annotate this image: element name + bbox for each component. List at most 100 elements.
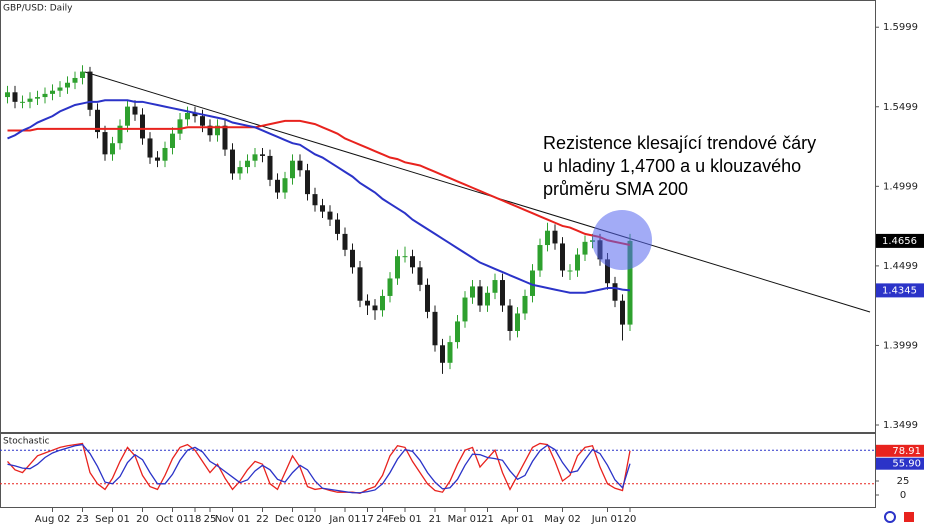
- candle-body: [192, 112, 198, 117]
- candle-body: [387, 278, 393, 296]
- candle-body: [110, 143, 115, 155]
- x-tick-label: 20: [136, 514, 149, 525]
- x-tick-label: 20: [624, 514, 637, 525]
- stochastic-marker: [876, 444, 924, 457]
- y-tick-label: 1.4499: [883, 261, 918, 272]
- candle-body: [560, 243, 565, 271]
- candle-body: [320, 205, 325, 212]
- x-tick-label: Jan 01: [328, 514, 360, 525]
- candle-body: [230, 149, 235, 174]
- candle-body: [245, 160, 250, 168]
- candle-body: [147, 138, 153, 158]
- candle-body: [170, 133, 175, 148]
- candle-body: [42, 93, 48, 98]
- candle-body: [5, 92, 10, 98]
- candle-body: [455, 321, 460, 343]
- price-marker: [876, 233, 924, 248]
- icon[interactable]: [884, 511, 896, 523]
- stochastic-line: [7, 442, 631, 494]
- stochastic-line: [7, 443, 631, 494]
- x-tick-label: 20: [309, 514, 322, 525]
- candle-body: [215, 125, 220, 136]
- x-tick-label: Nov 01: [215, 514, 250, 525]
- candle-body: [372, 305, 378, 311]
- x-tick-label: Mar 01: [448, 514, 483, 525]
- annotation-line: u hladiny 1,4700 a u klouzavého: [543, 156, 801, 176]
- candle-body: [627, 240, 633, 325]
- candle-body: [282, 178, 288, 193]
- candle-body: [185, 112, 190, 120]
- candle-body: [462, 297, 468, 322]
- highlight-circle: [592, 210, 652, 270]
- x-tick-label: Sep 01: [95, 514, 130, 525]
- candle-body: [440, 345, 445, 363]
- x-tick-label: 17: [361, 514, 374, 525]
- x-tick-label: 18: [189, 514, 202, 525]
- candle-body: [335, 219, 340, 234]
- candle-body: [395, 256, 400, 279]
- candle-body: [410, 256, 415, 268]
- y-tick-label: 1.3499: [883, 420, 918, 431]
- candle-body: [177, 119, 183, 134]
- candle-body: [87, 71, 93, 110]
- x-tick-label: Aug 02: [35, 514, 70, 525]
- candle-body: [140, 114, 145, 139]
- candle-body: [312, 194, 318, 206]
- candle-body: [200, 116, 205, 126]
- candle-body: [275, 179, 280, 193]
- candle-body: [530, 270, 535, 296]
- title-bg: [1, 1, 67, 14]
- candle-body: [80, 71, 85, 78]
- candle-body: [50, 90, 55, 94]
- x-tick-label: Feb 01: [388, 514, 422, 525]
- candle-body: [432, 311, 438, 346]
- candle-body: [612, 283, 618, 301]
- candle-body: [477, 286, 483, 306]
- candle-body: [252, 154, 258, 161]
- candle-body: [515, 313, 520, 331]
- moving-average: [7, 99, 631, 294]
- candle-body: [605, 259, 610, 284]
- candle-body: [470, 286, 475, 298]
- x-tick-label: Dec 01: [275, 514, 310, 525]
- candle-body: [365, 300, 370, 306]
- x-tick-label: May 02: [544, 514, 581, 525]
- candle-body: [35, 97, 40, 99]
- corner-icons: [884, 511, 914, 523]
- candle-body: [207, 125, 213, 136]
- candle-body: [72, 77, 78, 83]
- y-tick-label: 1.4999: [883, 181, 918, 192]
- candle-body: [27, 98, 33, 102]
- price-panel: [0, 0, 876, 433]
- candle-body: [327, 211, 333, 220]
- x-tick-label: 21: [481, 514, 494, 525]
- x-tick-label: 25: [204, 514, 217, 525]
- y-tick-label: 1.5499: [883, 102, 918, 113]
- candle-body: [350, 249, 355, 268]
- y-tick-label: 0: [900, 490, 906, 501]
- candle-body: [485, 292, 490, 306]
- stochastic-marker-label: 55.90: [892, 459, 921, 470]
- candle-body: [537, 245, 543, 271]
- stochastic-panel: [0, 433, 876, 508]
- x-tick-label: Oct 01: [156, 514, 189, 525]
- x-tick-label: 22: [256, 514, 269, 525]
- x-tick-label: Apr 01: [501, 514, 534, 525]
- candle-body: [132, 106, 138, 115]
- candle-body: [260, 154, 265, 156]
- candle-body: [500, 280, 505, 306]
- candle-body: [267, 155, 273, 180]
- candle-body: [582, 241, 588, 255]
- price-marker: [876, 283, 924, 298]
- candle-body: [20, 101, 25, 103]
- y-tick-label: 25: [897, 476, 910, 487]
- candle-body: [290, 160, 295, 179]
- candle-body: [380, 295, 385, 311]
- candle-body: [305, 170, 310, 195]
- candle-body: [102, 132, 108, 155]
- icon[interactable]: [904, 512, 914, 522]
- y-tick-label: 1.5999: [883, 22, 918, 33]
- candle-body: [417, 267, 423, 285]
- price-marker-label: 1.4345: [882, 285, 917, 296]
